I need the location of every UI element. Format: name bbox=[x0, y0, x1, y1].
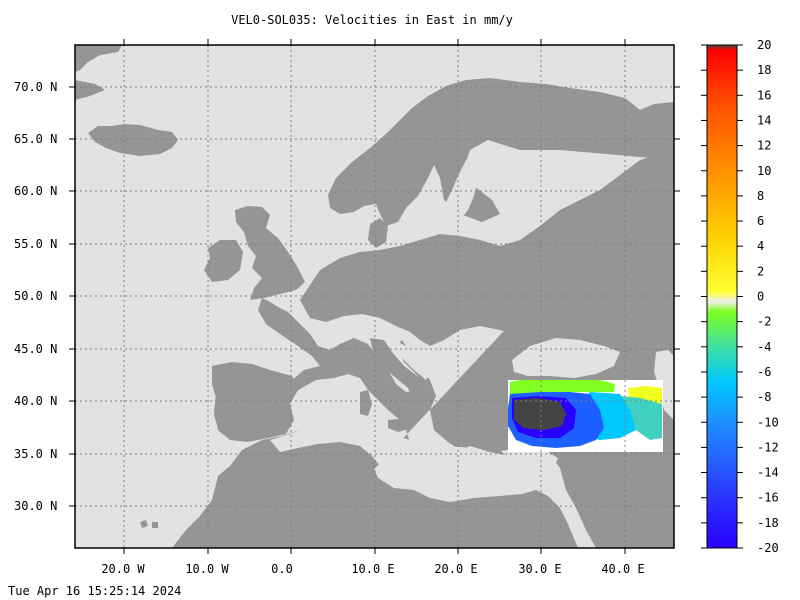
velocity-saturated-core bbox=[514, 398, 566, 430]
colorbar-label: 14 bbox=[757, 113, 771, 127]
lon-label: 30.0 E bbox=[518, 562, 561, 576]
colorbar-label: 2 bbox=[757, 264, 764, 278]
lon-labels: 20.0 W 10.0 W 0.0 10.0 E 20.0 E 30.0 E 4… bbox=[101, 562, 644, 576]
greenland-east bbox=[75, 80, 105, 100]
velocity-field bbox=[508, 380, 663, 452]
colorbar-label: -16 bbox=[757, 491, 779, 505]
lat-labels: 70.0 N 65.0 N 60.0 N 55.0 N 50.0 N 45.0 … bbox=[14, 80, 57, 513]
lon-label: 20.0 W bbox=[101, 562, 145, 576]
lon-label: 10.0 E bbox=[351, 562, 394, 576]
lon-label: 10.0 W bbox=[185, 562, 229, 576]
colorbar-label: -18 bbox=[757, 516, 779, 530]
lat-label: 45.0 N bbox=[14, 342, 57, 356]
colorbar-label: 18 bbox=[757, 63, 771, 77]
lon-label: 20.0 E bbox=[434, 562, 477, 576]
red-sea bbox=[562, 506, 590, 548]
colorbar-label: 4 bbox=[757, 239, 764, 253]
caspian-sea bbox=[654, 350, 674, 420]
lat-label: 35.0 N bbox=[14, 447, 57, 461]
colorbar: 20181614121086420-2-4-6-8-10-12-14-16-18… bbox=[701, 38, 779, 555]
graticule bbox=[75, 45, 674, 548]
lat-label: 30.0 N bbox=[14, 499, 57, 513]
greenland bbox=[75, 45, 122, 72]
colorbar-label: -6 bbox=[757, 365, 771, 379]
colorbar-label: -20 bbox=[757, 541, 779, 555]
adriatic-sea bbox=[394, 340, 430, 380]
colorbar-label: 16 bbox=[757, 88, 771, 102]
denmark bbox=[368, 218, 388, 248]
colorbar-label: -4 bbox=[757, 340, 771, 354]
lat-label: 65.0 N bbox=[14, 132, 57, 146]
colorbar-label: -8 bbox=[757, 390, 771, 404]
colorbar-label: -14 bbox=[757, 466, 779, 480]
colorbar-label: -2 bbox=[757, 315, 771, 329]
black-sea bbox=[512, 338, 620, 378]
colorbar-label: 10 bbox=[757, 164, 771, 178]
central-europe bbox=[300, 150, 674, 360]
axis-ticks bbox=[69, 39, 680, 554]
velocity-green-band bbox=[510, 380, 615, 396]
lat-label: 50.0 N bbox=[14, 289, 57, 303]
lat-label: 40.0 N bbox=[14, 394, 57, 408]
colorbar-label: 8 bbox=[757, 189, 764, 203]
great-britain bbox=[235, 206, 305, 300]
ireland bbox=[204, 240, 243, 282]
corsica bbox=[364, 370, 372, 386]
sardinia bbox=[360, 390, 372, 416]
colorbar-gradient bbox=[706, 44, 738, 549]
scandinavia bbox=[328, 78, 674, 226]
lat-label: 60.0 N bbox=[14, 184, 57, 198]
map-title: VEL0-SOL035: Velocities in East in mm/y bbox=[231, 13, 513, 27]
timestamp: Tue Apr 16 15:25:14 2024 bbox=[8, 584, 182, 598]
mediterranean-sea bbox=[270, 420, 558, 490]
lon-label: 40.0 E bbox=[601, 562, 644, 576]
colorbar-label: -10 bbox=[757, 415, 779, 429]
colorbar-label: 6 bbox=[757, 214, 764, 228]
lat-label: 70.0 N bbox=[14, 80, 57, 94]
colorbar-label: 20 bbox=[757, 38, 771, 52]
colorbar-label: 12 bbox=[757, 139, 771, 153]
lon-label: 0.0 bbox=[271, 562, 293, 576]
sicily bbox=[388, 418, 412, 432]
velocity-teal-patch bbox=[620, 396, 662, 440]
colorbar-label: -12 bbox=[757, 440, 779, 454]
italy bbox=[370, 338, 428, 402]
iceland bbox=[88, 124, 178, 156]
canary-islands bbox=[140, 520, 158, 528]
colorbar-label: 0 bbox=[757, 290, 764, 304]
lat-label: 55.0 N bbox=[14, 237, 57, 251]
